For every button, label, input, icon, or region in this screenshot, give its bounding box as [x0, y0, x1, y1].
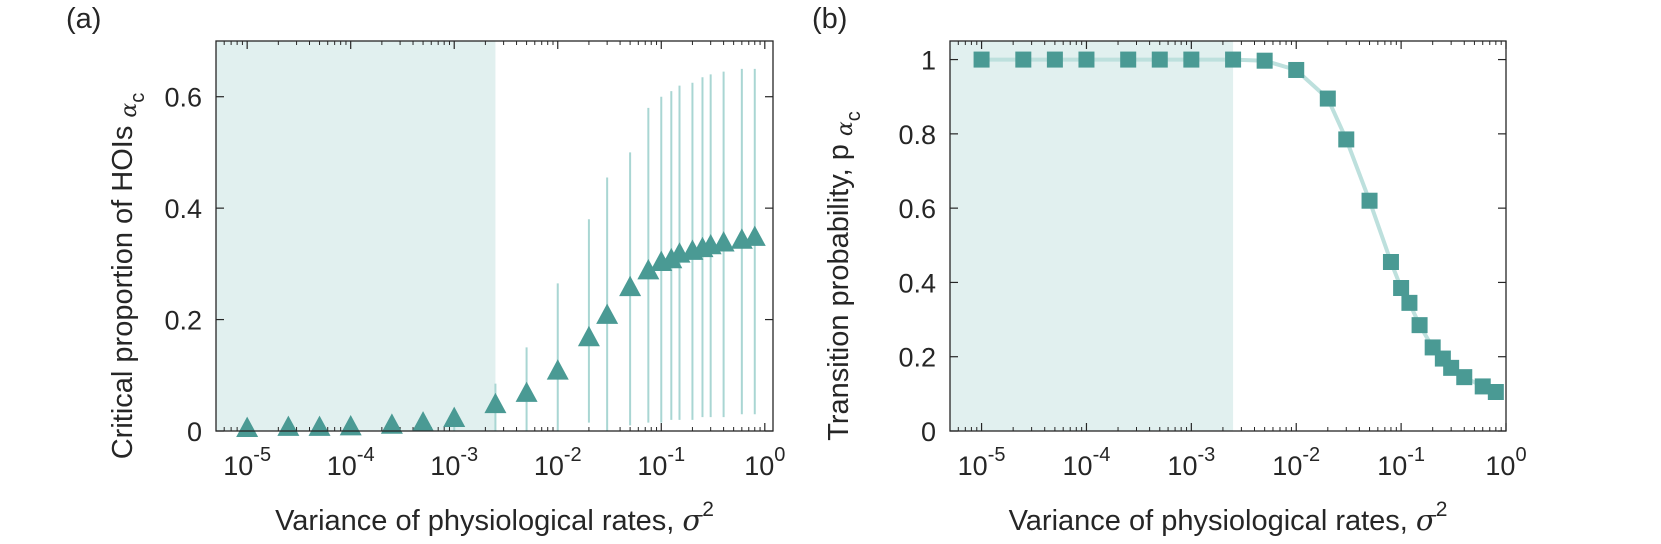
data-point [1382, 254, 1399, 270]
panel-label: (a) [66, 3, 101, 35]
data-point [1474, 378, 1491, 395]
data-point [1256, 52, 1273, 69]
x-tick-label: 10-4 [1063, 444, 1111, 481]
data-point [1487, 384, 1504, 400]
data-point [1393, 280, 1410, 296]
x-tick-label: 10-2 [1272, 444, 1320, 481]
data-point [1015, 51, 1032, 68]
y-tick-label: 0.4 [164, 194, 202, 224]
data-point [743, 225, 766, 246]
data-point [1151, 51, 1168, 68]
data-point [712, 231, 735, 252]
x-tick-label: 10-2 [534, 444, 582, 481]
data-point [1401, 294, 1418, 311]
data-point [637, 259, 660, 280]
x-tick-label: 10-5 [958, 444, 1006, 481]
x-axis-label: Variance of physiological rates, σ2 [1009, 498, 1448, 537]
data-point [577, 325, 600, 347]
shaded-region [950, 41, 1234, 431]
x-tick-label: 10-1 [637, 444, 685, 481]
y-tick-label: 0 [921, 417, 936, 447]
data-point [973, 51, 990, 68]
plot-frame [949, 40, 1507, 432]
minor-ticks [957, 41, 1502, 431]
data-point [443, 406, 466, 428]
y-axis-label: Critical proportion of HOIs αc [107, 93, 149, 460]
data-point [1078, 51, 1095, 68]
y-tick-label: 1 [921, 46, 936, 76]
panel-label: (b) [812, 3, 847, 35]
data-point [596, 303, 619, 324]
y-tick-label: 0.6 [164, 83, 202, 113]
data-point [339, 415, 362, 436]
x-tick-label: 10-3 [1167, 444, 1215, 481]
x-tick-label: 10-1 [1377, 444, 1425, 481]
plot-frame [215, 40, 774, 432]
y-tick-label: 0.8 [898, 120, 936, 150]
y-axis-label: Transition probability, p αc [823, 111, 865, 441]
y-tick-label: 0.2 [164, 306, 202, 336]
x-tick-label: 100 [1485, 444, 1526, 481]
data-point [412, 411, 435, 432]
x-tick-label: 10-3 [430, 444, 478, 481]
y-tick-label: 0.4 [898, 268, 936, 298]
data-point [1411, 317, 1428, 334]
data-point [1338, 131, 1355, 148]
chart-panel-b: 10-5 10-4 10-3 10-2 10-1 100 0 0.2 0.4 0.6 0.8 1 (b)… [812, 3, 1527, 537]
x-axis-label: Variance of physiological rates, σ2 [275, 498, 714, 537]
data-point [515, 381, 538, 402]
y-tick-label: 0 [187, 417, 202, 447]
data-point [546, 359, 569, 380]
data-point [619, 275, 642, 297]
data-point [1046, 51, 1063, 68]
data-point [1361, 192, 1378, 209]
chart-panel-a: 10-5 10-4 10-3 10-2 10-1 100 0 0.2 0.4 0.6 (a) Vari… [66, 3, 785, 537]
y-tick-label: 0.6 [898, 194, 936, 224]
data-point [1319, 90, 1336, 107]
data-point [484, 392, 507, 414]
y-tick-label: 0.2 [898, 343, 936, 373]
data-point [1288, 61, 1305, 78]
x-tick-label: 10-4 [327, 444, 375, 481]
data-point [1120, 51, 1137, 68]
data-point [1456, 369, 1473, 386]
data-point [1225, 51, 1242, 68]
data-point [236, 416, 259, 438]
x-tick-label: 100 [744, 444, 785, 481]
data-point [1443, 359, 1460, 376]
data-point [1183, 51, 1200, 68]
x-tick-label: 10-5 [223, 444, 271, 481]
data-point [380, 413, 403, 434]
shaded-region [216, 41, 496, 431]
